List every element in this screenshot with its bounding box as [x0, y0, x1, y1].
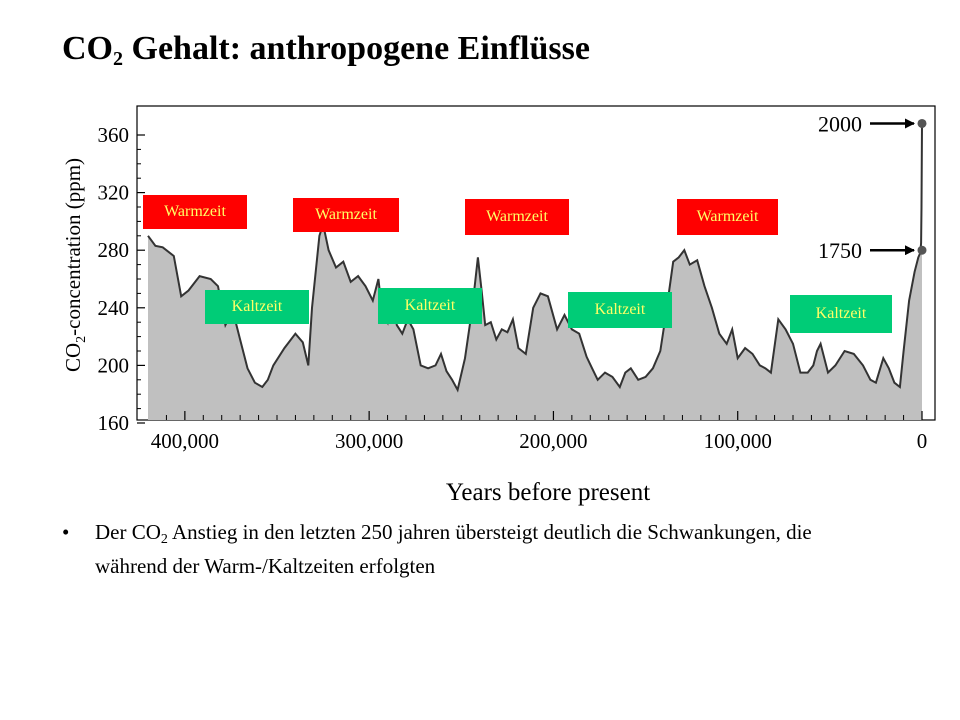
bullet-symbol: •	[62, 520, 70, 544]
y-tick-label: 280	[98, 238, 130, 262]
y-tick-label: 360	[98, 123, 130, 147]
y-tick-label: 160	[98, 411, 130, 435]
x-tick-label: 200,000	[519, 429, 587, 453]
kaltzeit-label: Kaltzeit	[568, 292, 672, 328]
annotation-label: 2000	[818, 111, 862, 136]
x-tick-label: 400,000	[151, 429, 219, 453]
y-tick-label: 200	[98, 353, 130, 377]
co2-area	[148, 123, 922, 420]
kaltzeit-label: Kaltzeit	[378, 288, 482, 324]
co2-line	[147, 123, 923, 393]
annotation-point	[917, 118, 927, 128]
kaltzeit-label: Kaltzeit	[205, 290, 309, 324]
warmzeit-label: Warmzeit	[465, 199, 569, 235]
y-tick-label: 240	[98, 296, 130, 320]
x-tick-label: 300,000	[335, 429, 403, 453]
kaltzeit-label: Kaltzeit	[790, 295, 892, 333]
x-axis-label: Years before present	[446, 479, 650, 506]
annotation-point	[917, 245, 927, 255]
warmzeit-label: Warmzeit	[143, 195, 247, 229]
bullet-text: Der CO2 Anstieg in den letzten 250 jahre…	[95, 520, 812, 578]
annotation-label: 1750	[818, 238, 862, 263]
x-tick-label: 0	[917, 429, 928, 453]
slide-title: CO2 Gehalt: anthropogene Einflüsse	[62, 30, 590, 70]
x-tick-label: 100,000	[704, 429, 772, 453]
y-tick-label: 320	[98, 181, 130, 205]
y-axis-label: CO2-concentration (ppm)	[61, 158, 89, 372]
warmzeit-label: Warmzeit	[677, 199, 778, 235]
warmzeit-label: Warmzeit	[293, 198, 399, 232]
